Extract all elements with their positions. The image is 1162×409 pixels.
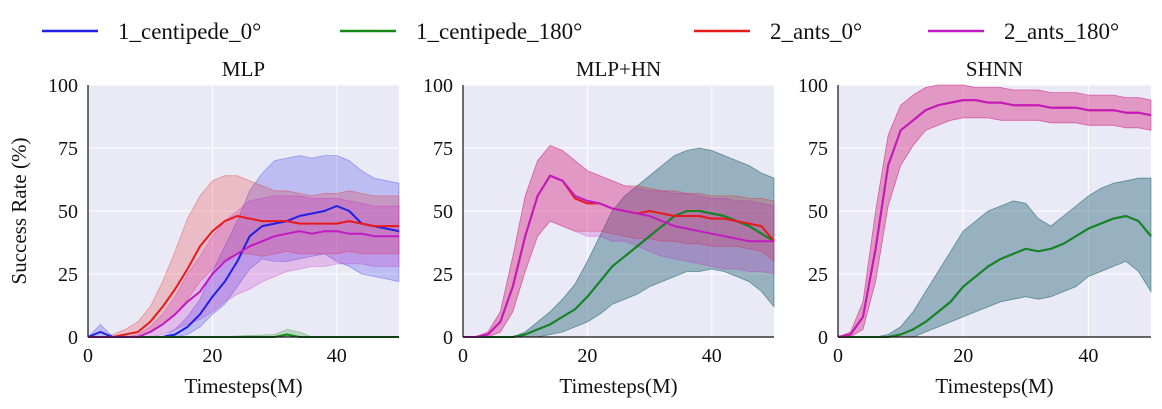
band-0 <box>463 147 775 338</box>
x-tick-label: 40 <box>327 345 347 367</box>
y-tick-label: 50 <box>58 201 78 223</box>
series-line-3 <box>837 99 1152 338</box>
y-axis-label: Success Rate (%) <box>7 138 31 285</box>
x-axis-label: Timesteps(M) <box>559 374 677 398</box>
y-tick-label: 50 <box>433 201 453 223</box>
band-3 <box>837 84 1152 338</box>
y-tick-label: 0 <box>818 327 828 349</box>
x-tick-label: 20 <box>577 345 597 367</box>
y-tick-label: 75 <box>433 138 453 160</box>
x-tick-label: 20 <box>202 345 222 367</box>
band-2 <box>88 175 400 338</box>
x-tick-label: 0 <box>833 345 843 367</box>
y-tick-label: 75 <box>58 138 78 160</box>
y-tick-label: 100 <box>798 75 828 97</box>
y-tick-label: 100 <box>423 75 453 97</box>
series-line-3 <box>88 230 399 338</box>
legend-label-2: 2_ants_0° <box>770 19 862 44</box>
panels: 0 25 50 75 100 0 20 40 MLP Timesteps(M) Success Ra… <box>7 57 1152 398</box>
y-tick-label: 100 <box>48 75 78 97</box>
panel-title: SHNN <box>966 57 1023 81</box>
y-tick-label: 25 <box>58 264 78 286</box>
panel-mlp-hn: 0 25 50 75 100 0 20 40 MLP+HN Timesteps(M) <box>423 57 775 398</box>
legend-label-1: 1_centipede_180° <box>416 19 582 44</box>
panel-mlp: 0 25 50 75 100 0 20 40 MLP Timesteps(M) Success Ra… <box>7 57 400 398</box>
y-tick-label: 0 <box>443 327 453 349</box>
y-tick-label: 75 <box>808 138 828 160</box>
x-axis-label: Timesteps(M) <box>935 374 1053 398</box>
panel-shnn: 0 25 50 75 100 0 20 40 SHNN Timesteps(M) <box>798 57 1152 398</box>
y-tick-label: 25 <box>808 264 828 286</box>
x-tick-label: 20 <box>953 345 973 367</box>
x-tick-label: 40 <box>702 345 722 367</box>
y-tick-label: 25 <box>433 264 453 286</box>
band-2 <box>463 145 775 338</box>
x-tick-label: 0 <box>83 345 93 367</box>
series-line-2 <box>88 215 399 338</box>
y-tick-label: 50 <box>808 201 828 223</box>
legend: 1_centipede_0° 1_centipede_180° 2_ants_0° 2… <box>42 19 1119 44</box>
series-line-3 <box>463 174 774 338</box>
y-tick-label: 0 <box>68 327 78 349</box>
band-2 <box>837 84 1152 338</box>
legend-label-3: 2_ants_180° <box>1004 19 1119 44</box>
band-0 <box>87 155 400 338</box>
band-1 <box>463 147 775 338</box>
x-axis-label: Timesteps(M) <box>184 374 302 398</box>
x-tick-label: 0 <box>458 345 468 367</box>
x-tick-label: 40 <box>1078 345 1098 367</box>
panel-title: MLP+HN <box>576 57 661 81</box>
panel-title: MLP <box>222 57 265 81</box>
legend-label-0: 1_centipede_0° <box>118 19 261 44</box>
